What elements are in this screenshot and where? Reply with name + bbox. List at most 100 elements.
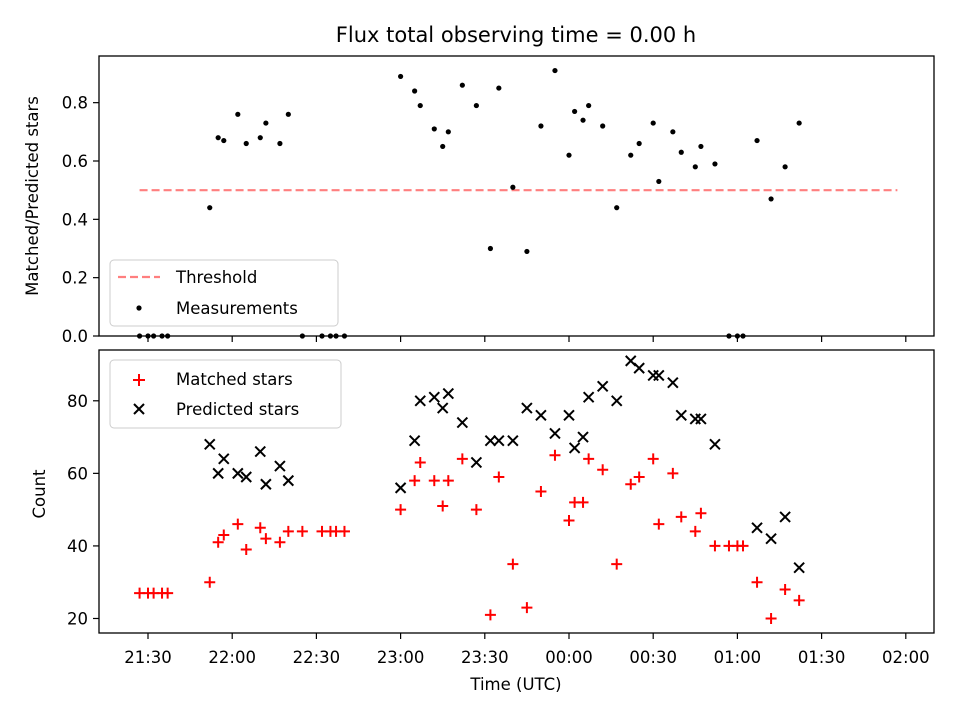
predicted-star-point	[408, 434, 421, 447]
predicted-star-point	[204, 438, 216, 451]
matched-star-point	[779, 583, 791, 595]
measurement-point	[628, 152, 634, 158]
matched-star-point	[793, 594, 805, 606]
predicted-star-point	[765, 532, 777, 545]
predicted-star-point	[456, 416, 469, 429]
top-ytick-label: 0.8	[62, 94, 88, 113]
measurement-point	[670, 129, 676, 135]
matched-star-point	[675, 511, 687, 523]
measurement-point	[257, 135, 263, 141]
chart-title: Flux total observing time = 0.00 h	[336, 23, 696, 47]
measurement-point	[277, 140, 283, 147]
bottom-y-ticks: 20 40 60 80	[67, 392, 99, 628]
matched-star-point	[535, 486, 547, 497]
measurement-point	[445, 129, 451, 135]
measurement-point	[782, 164, 788, 170]
measurement-points	[136, 67, 802, 339]
predicted-star-point	[442, 387, 455, 400]
top-panel: 0.00.20.40.60.8 Matched/Predicted stars …	[23, 55, 935, 346]
matched-star-point	[282, 525, 294, 537]
bottom-axes-frame	[98, 349, 935, 634]
matched-star-point	[653, 518, 665, 530]
predicted-stars-points	[204, 355, 805, 574]
measurement-point	[552, 67, 558, 74]
top-ytick-label: 0.0	[62, 327, 88, 346]
predicted-star-point	[493, 434, 505, 447]
measurement-point	[600, 123, 606, 129]
matched-star-point	[709, 540, 721, 552]
legend-matched-label: Matched stars	[176, 370, 293, 389]
measurement-point	[398, 73, 404, 80]
measurement-point	[431, 126, 437, 132]
predicted-star-point	[240, 471, 252, 483]
top-axes-frame	[98, 55, 935, 337]
matched-star-point	[395, 504, 407, 516]
measurement-point	[221, 137, 227, 144]
measurement-point	[243, 140, 249, 147]
predicted-star-point	[596, 380, 609, 392]
predicted-star-point	[282, 474, 295, 487]
matched-star-point	[260, 533, 272, 545]
bottom-ytick-label: 20	[67, 609, 88, 628]
matched-star-point	[254, 522, 266, 534]
matched-star-point	[414, 456, 426, 468]
x-axis-label: Time (UTC)	[469, 675, 561, 694]
predicted-star-point	[507, 434, 519, 447]
predicted-star-point	[212, 467, 224, 480]
bottom-ytick-label: 40	[67, 537, 88, 556]
measurement-point	[768, 196, 774, 202]
matched-star-point	[751, 576, 763, 588]
predicted-star-point	[274, 460, 286, 472]
measurement-point	[235, 111, 241, 117]
predicted-star-point	[521, 402, 533, 414]
predicted-star-point	[709, 438, 721, 451]
xtick-label: 00:00	[545, 648, 593, 667]
matched-star-point	[667, 467, 679, 479]
matched-star-point	[765, 612, 777, 624]
matched-star-point	[338, 525, 350, 537]
measurement-point	[417, 102, 423, 109]
xtick-label: 22:00	[208, 648, 256, 667]
measurement-point	[712, 161, 718, 167]
matched-star-point	[695, 507, 707, 519]
matched-star-point	[625, 478, 637, 490]
matched-star-point	[218, 529, 230, 541]
predicted-star-point	[751, 522, 763, 534]
matched-star-point	[737, 540, 749, 552]
matched-star-point	[204, 576, 216, 588]
measurement-point	[524, 248, 530, 255]
predicted-star-point	[611, 395, 623, 407]
measurement-point	[510, 184, 516, 190]
predicted-star-point	[577, 431, 589, 443]
predicted-star-point	[254, 445, 266, 458]
measurement-point	[263, 120, 269, 126]
bottom-panel: 20 40 60 80 21:30 22:00 22:30 23:00 23:30 00:00 0…	[30, 349, 935, 694]
bottom-x-ticks: 21:30 22:00 22:30 23:00 23:30 00:00 00:30 01:00…	[124, 633, 930, 667]
matched-star-point	[212, 536, 224, 548]
measurement-point	[580, 117, 586, 123]
bottom-ytick-label: 60	[67, 464, 88, 483]
matched-star-point	[442, 475, 454, 487]
measurement-point	[538, 123, 544, 129]
top-ytick-label: 0.6	[62, 152, 88, 171]
measurement-point	[459, 82, 465, 88]
measurement-point	[586, 102, 592, 109]
measurement-point	[754, 137, 760, 144]
xtick-label: 21:30	[124, 648, 172, 667]
legend-measurements-label: Measurements	[176, 299, 298, 318]
xtick-label: 23:00	[377, 648, 425, 667]
measurement-point	[650, 120, 656, 126]
predicted-star-point	[470, 456, 483, 469]
predicted-star-point	[779, 511, 791, 523]
matched-star-point	[162, 587, 174, 599]
xtick-label: 00:30	[629, 648, 677, 667]
legend-predicted-label: Predicted stars	[176, 400, 299, 419]
matched-star-point	[296, 525, 308, 537]
xtick-label: 23:30	[461, 648, 509, 667]
matched-stars-points	[134, 449, 805, 624]
matched-star-point	[428, 475, 440, 487]
top-ytick-label: 0.2	[62, 269, 88, 288]
measurement-point	[207, 205, 213, 211]
measurement-point	[440, 143, 446, 150]
predicted-star-point	[563, 409, 575, 422]
